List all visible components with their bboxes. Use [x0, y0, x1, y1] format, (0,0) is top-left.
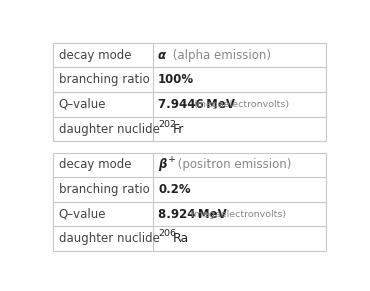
Text: decay mode: decay mode [58, 49, 131, 62]
Text: α: α [158, 49, 166, 62]
Text: Fr: Fr [172, 123, 184, 136]
Text: Q–value: Q–value [58, 208, 106, 221]
Text: Ra: Ra [172, 232, 189, 245]
Text: (alpha emission): (alpha emission) [169, 49, 271, 62]
Text: daughter nuclide: daughter nuclide [58, 123, 159, 136]
Text: (megaelectronvolts): (megaelectronvolts) [193, 100, 289, 109]
Text: β: β [158, 158, 167, 171]
Text: (megaelectronvolts): (megaelectronvolts) [190, 210, 286, 219]
Text: Q–value: Q–value [58, 98, 106, 111]
Text: decay mode: decay mode [58, 158, 131, 171]
Text: branching ratio: branching ratio [58, 73, 149, 86]
Text: daughter nuclide: daughter nuclide [58, 232, 159, 245]
Text: 0.2%: 0.2% [158, 183, 191, 196]
Text: 206: 206 [158, 229, 176, 238]
Text: 202: 202 [158, 120, 176, 129]
Text: +: + [168, 155, 175, 164]
Bar [53, 43, 326, 141]
Text: 7.9446 MeV: 7.9446 MeV [158, 98, 235, 111]
Text: 8.924 MeV: 8.924 MeV [158, 208, 227, 221]
Text: branching ratio: branching ratio [58, 183, 149, 196]
Bar [53, 152, 326, 251]
Text: 100%: 100% [158, 73, 194, 86]
Text: (positron emission): (positron emission) [174, 158, 291, 171]
